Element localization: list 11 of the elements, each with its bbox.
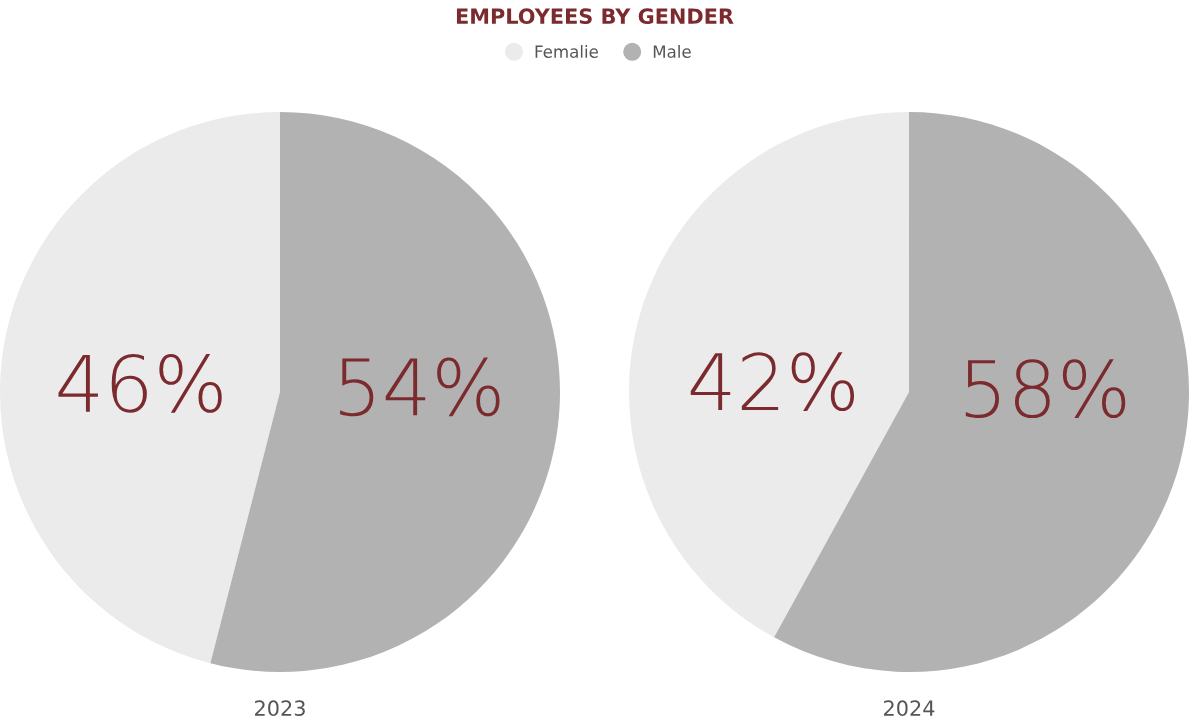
data-label: 58% <box>965 359 1126 419</box>
text: 2023 <box>255 700 305 717</box>
legend-label: Male <box>653 45 691 58</box>
data-label: 46% <box>58 353 222 413</box>
chart-title: EMPLOYEES BY GENDER <box>456 8 734 25</box>
data-label: 42% <box>690 352 855 412</box>
data-label: 54% <box>340 357 500 417</box>
pie-slice <box>0 112 280 664</box>
legend-label: Femalie <box>535 45 598 58</box>
text: 2024 <box>884 700 935 717</box>
pie-slice <box>629 112 909 638</box>
